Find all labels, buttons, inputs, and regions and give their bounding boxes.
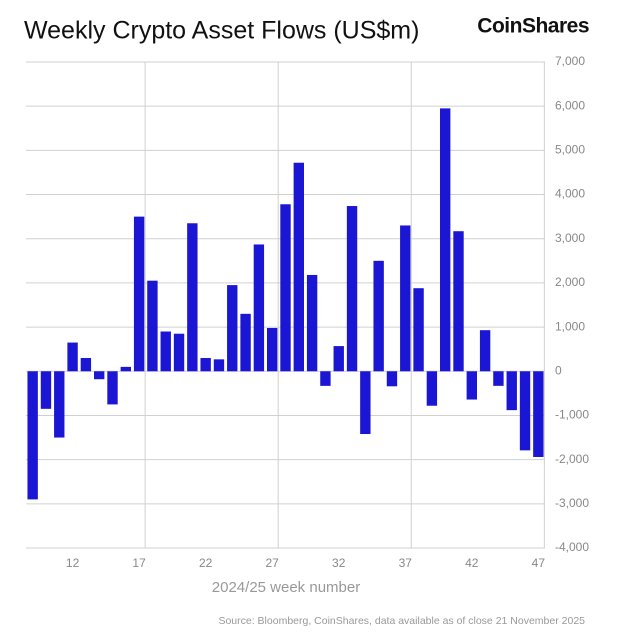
bar bbox=[413, 288, 424, 372]
bar bbox=[280, 204, 291, 372]
y-tick-label: -3,000 bbox=[555, 496, 589, 510]
bar bbox=[107, 371, 118, 405]
bar bbox=[373, 260, 384, 372]
bar bbox=[306, 274, 318, 372]
y-tick-label: 2,000 bbox=[555, 275, 585, 289]
y-tick-label: -1,000 bbox=[555, 408, 589, 422]
bar bbox=[227, 285, 238, 372]
bar bbox=[187, 223, 198, 372]
bar bbox=[493, 371, 504, 386]
bar bbox=[320, 371, 331, 386]
x-axis-title: 2024/25 week number bbox=[212, 579, 360, 596]
x-tick-label: 17 bbox=[132, 556, 146, 570]
bar bbox=[40, 371, 52, 409]
bar bbox=[133, 216, 145, 372]
bar bbox=[240, 313, 251, 372]
bar bbox=[333, 346, 344, 372]
x-tick-label: 37 bbox=[399, 556, 413, 570]
bar bbox=[360, 371, 371, 435]
bar bbox=[506, 371, 517, 411]
bar bbox=[519, 371, 531, 451]
bar bbox=[200, 358, 211, 372]
bar bbox=[120, 366, 131, 372]
y-tick-label: 6,000 bbox=[555, 98, 585, 112]
x-tick-label: 22 bbox=[199, 556, 213, 570]
y-tick-label: 1,000 bbox=[555, 319, 585, 333]
y-tick-label: -2,000 bbox=[555, 452, 589, 466]
y-tick-label: -4,000 bbox=[555, 540, 589, 554]
bar bbox=[466, 371, 477, 400]
y-tick-label: 0 bbox=[555, 363, 562, 377]
bar bbox=[267, 327, 278, 372]
bar bbox=[253, 244, 265, 372]
bar bbox=[54, 371, 65, 438]
source-note: Source: Bloomberg, CoinShares, data avai… bbox=[218, 615, 585, 627]
bar bbox=[440, 108, 451, 372]
bar bbox=[293, 162, 304, 372]
bar bbox=[533, 371, 544, 457]
bar bbox=[386, 371, 398, 387]
y-tick-label: 5,000 bbox=[555, 143, 585, 157]
bar bbox=[213, 359, 225, 372]
bar bbox=[426, 371, 438, 406]
y-tick-label: 4,000 bbox=[555, 187, 585, 201]
bar bbox=[80, 358, 92, 372]
bar bbox=[400, 225, 411, 372]
brand-logo: CoinShares bbox=[477, 15, 589, 38]
x-tick-label: 47 bbox=[532, 556, 546, 570]
y-tick-label: 7,000 bbox=[555, 54, 585, 68]
bar bbox=[173, 333, 185, 372]
bar bbox=[346, 206, 358, 372]
x-tick-label: 42 bbox=[465, 556, 479, 570]
bar bbox=[27, 371, 38, 500]
bar bbox=[147, 280, 158, 372]
bar bbox=[67, 342, 78, 372]
x-tick-label: 27 bbox=[266, 556, 280, 570]
y-tick-label: 3,000 bbox=[555, 231, 585, 245]
x-tick-label: 12 bbox=[66, 556, 80, 570]
bar bbox=[160, 331, 171, 372]
bar bbox=[479, 330, 491, 372]
bar bbox=[453, 231, 464, 372]
chart-title: Weekly Crypto Asset Flows (US$m) bbox=[24, 17, 419, 45]
x-tick-label: 32 bbox=[332, 556, 346, 570]
bar bbox=[94, 371, 105, 380]
